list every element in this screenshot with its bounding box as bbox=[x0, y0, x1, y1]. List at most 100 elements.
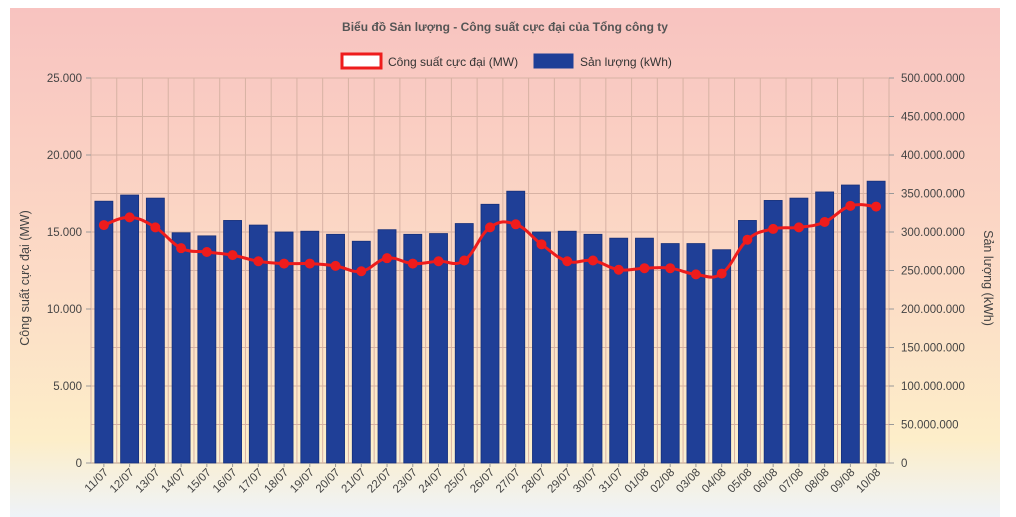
bar-output-10/08[interactable] bbox=[866, 180, 886, 464]
bar-output-15/07[interactable] bbox=[197, 235, 217, 464]
point-max-power-22/07[interactable] bbox=[382, 253, 393, 264]
y-right-tick-label: 200.000.000 bbox=[901, 304, 965, 316]
y-axis-left-title: Công suất cực đại (MW) bbox=[18, 210, 32, 346]
y-left-tick-label: 10.000 bbox=[47, 304, 82, 316]
x-tick-label: 12/07 bbox=[108, 467, 137, 496]
bar-output-26/07[interactable] bbox=[480, 203, 500, 464]
chart-title: Biểu đồ Sản lượng - Công suất cực đại củ… bbox=[342, 20, 668, 34]
point-max-power-21/07[interactable] bbox=[356, 266, 367, 277]
bar-series-output bbox=[94, 180, 886, 464]
x-tick-label: 16/07 bbox=[211, 467, 240, 496]
x-tick-label: 15/07 bbox=[185, 467, 214, 496]
bar-output-14/07[interactable] bbox=[171, 232, 191, 464]
x-tick-label: 24/07 bbox=[417, 467, 446, 496]
bar-output-30/07[interactable] bbox=[583, 233, 603, 464]
x-tick-label: 02/08 bbox=[648, 467, 677, 496]
bar-output-02/08[interactable] bbox=[660, 243, 680, 464]
point-max-power-07/08[interactable] bbox=[793, 222, 804, 233]
point-max-power-31/07[interactable] bbox=[613, 264, 624, 275]
x-tick-label: 21/07 bbox=[340, 467, 369, 496]
x-tick-label: 01/08 bbox=[623, 467, 652, 496]
point-max-power-14/07[interactable] bbox=[176, 243, 187, 254]
x-tick-label: 13/07 bbox=[134, 467, 163, 496]
point-max-power-27/07[interactable] bbox=[510, 219, 521, 230]
point-max-power-18/07[interactable] bbox=[279, 258, 290, 269]
point-max-power-02/08[interactable] bbox=[665, 263, 676, 274]
point-max-power-13/07[interactable] bbox=[150, 222, 161, 233]
legend[interactable]: Công suất cực đại (MW) Sản lượng (kWh) bbox=[340, 52, 672, 70]
point-max-power-11/07[interactable] bbox=[98, 220, 109, 231]
x-tick-label: 26/07 bbox=[468, 467, 497, 496]
point-max-power-29/07[interactable] bbox=[562, 256, 573, 267]
x-tick-label: 25/07 bbox=[443, 467, 472, 496]
point-max-power-12/07[interactable] bbox=[124, 212, 135, 223]
y-left-tick-label: 5.000 bbox=[53, 381, 82, 393]
point-max-power-23/07[interactable] bbox=[407, 258, 418, 269]
bar-output-09/08[interactable] bbox=[840, 184, 860, 464]
point-max-power-08/08[interactable] bbox=[819, 216, 830, 227]
chart-svg: Biểu đồ Sản lượng - Công suất cực đại củ… bbox=[18, 20, 995, 496]
x-tick-label: 17/07 bbox=[237, 467, 266, 496]
x-tick-label: 30/07 bbox=[571, 467, 600, 496]
point-max-power-20/07[interactable] bbox=[330, 260, 341, 271]
point-max-power-05/08[interactable] bbox=[742, 234, 753, 245]
x-tick-label: 05/08 bbox=[726, 467, 755, 496]
x-tick-label: 28/07 bbox=[520, 467, 549, 496]
point-max-power-16/07[interactable] bbox=[227, 250, 238, 261]
y-right-tick-label: 400.000.000 bbox=[901, 150, 965, 162]
y-axis-right-title: Sản lượng (kWh) bbox=[981, 230, 995, 326]
point-max-power-06/08[interactable] bbox=[768, 223, 779, 234]
bar-output-05/08[interactable] bbox=[738, 220, 757, 464]
x-tick-label: 10/08 bbox=[854, 467, 883, 496]
x-tick-label: 23/07 bbox=[391, 467, 420, 496]
x-tick-label: 20/07 bbox=[314, 467, 343, 496]
legend-label-max-power: Công suất cực đại (MW) bbox=[388, 55, 518, 69]
y-left-tick-label: 15.000 bbox=[47, 227, 82, 239]
x-tick-label: 14/07 bbox=[159, 467, 188, 496]
bar-output-27/07[interactable] bbox=[506, 190, 526, 464]
bar-output-11/07[interactable] bbox=[94, 200, 114, 464]
bar-output-12/07[interactable] bbox=[120, 194, 140, 464]
x-tick-label: 04/08 bbox=[700, 467, 729, 496]
point-max-power-28/07[interactable] bbox=[536, 239, 547, 250]
point-max-power-30/07[interactable] bbox=[587, 255, 598, 266]
point-max-power-04/08[interactable] bbox=[716, 268, 727, 279]
bar-output-08/08[interactable] bbox=[815, 191, 835, 464]
point-max-power-15/07[interactable] bbox=[201, 247, 212, 258]
legend-item-max-power[interactable]: Công suất cực đại (MW) bbox=[340, 52, 518, 70]
bar-output-13/07[interactable] bbox=[145, 197, 165, 464]
bar-output-06/08[interactable] bbox=[763, 200, 783, 464]
y-right-tick-label: 300.000.000 bbox=[901, 227, 965, 239]
y-right-tick-label: 0 bbox=[901, 458, 907, 470]
y-right-tick-label: 450.000.000 bbox=[901, 112, 965, 124]
x-tick-label: 03/08 bbox=[674, 467, 703, 496]
y-right-tick-label: 150.000.000 bbox=[901, 343, 965, 355]
x-tick-label: 06/08 bbox=[751, 467, 780, 496]
point-max-power-01/08[interactable] bbox=[639, 263, 650, 274]
point-max-power-24/07[interactable] bbox=[433, 256, 444, 267]
point-max-power-09/08[interactable] bbox=[845, 200, 856, 211]
y-right-tick-label: 500.000.000 bbox=[901, 73, 965, 85]
chart-panel: Biểu đồ Sản lượng - Công suất cực đại củ… bbox=[10, 8, 1000, 517]
bar-output-07/08[interactable] bbox=[789, 197, 809, 464]
x-tick-label: 29/07 bbox=[546, 467, 575, 496]
y-left-tick-label: 25.000 bbox=[47, 73, 82, 85]
y-right-tick-label: 100.000.000 bbox=[901, 381, 965, 393]
point-max-power-25/07[interactable] bbox=[459, 255, 470, 266]
x-tick-label: 07/08 bbox=[777, 467, 806, 496]
bar-output-28/07[interactable] bbox=[532, 231, 551, 464]
point-max-power-03/08[interactable] bbox=[690, 269, 701, 280]
point-max-power-26/07[interactable] bbox=[485, 222, 495, 233]
bar-output-04/08[interactable] bbox=[712, 249, 732, 464]
x-tick-label: 08/08 bbox=[803, 467, 832, 496]
point-max-power-19/07[interactable] bbox=[304, 258, 315, 269]
x-tick-label: 09/08 bbox=[829, 467, 858, 496]
point-max-power-17/07[interactable] bbox=[253, 256, 264, 267]
legend-item-output[interactable]: Sản lượng (kWh) bbox=[533, 53, 672, 69]
bar-output-22/07[interactable] bbox=[377, 229, 397, 464]
bar-output-23/07[interactable] bbox=[403, 233, 423, 464]
point-max-power-10/08[interactable] bbox=[871, 201, 882, 212]
y-right-tick-label: 250.000.000 bbox=[901, 266, 965, 278]
x-tick-label: 31/07 bbox=[597, 467, 626, 496]
bar-output-24/07[interactable] bbox=[429, 233, 448, 464]
